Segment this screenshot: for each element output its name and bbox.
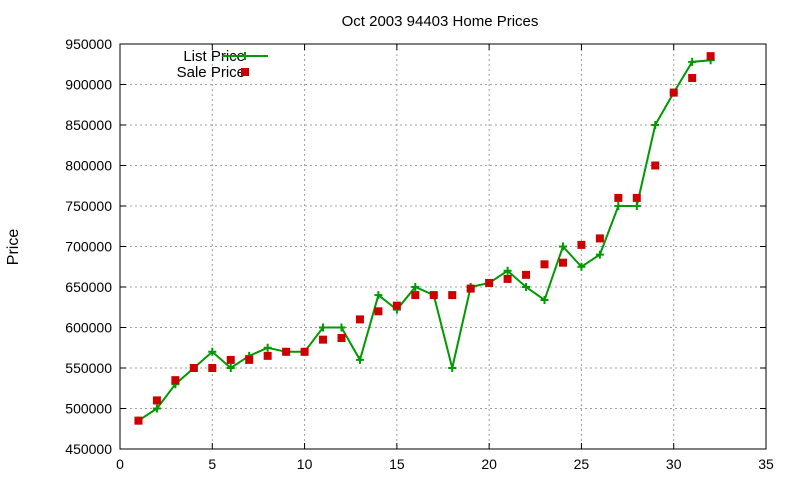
legend-label: Sale Price	[177, 64, 245, 81]
y-tick-label: 700000	[65, 239, 112, 255]
data-point	[595, 250, 604, 259]
data-point	[632, 202, 641, 210]
x-tick-label: 15	[389, 456, 405, 472]
data-point	[577, 240, 586, 249]
x-tick-label: 25	[574, 456, 590, 472]
data-point	[632, 193, 641, 202]
data-point	[374, 307, 383, 316]
data-point	[503, 266, 512, 275]
data-point	[337, 323, 346, 332]
data-point	[152, 396, 161, 405]
data-point	[245, 355, 254, 364]
data-point	[300, 347, 309, 356]
data-point	[429, 291, 438, 300]
data-point	[337, 334, 346, 343]
data-point	[411, 291, 420, 300]
data-point	[466, 284, 475, 293]
data-point	[448, 364, 457, 372]
data-point	[688, 74, 697, 83]
data-point	[485, 278, 494, 287]
series-line	[137, 59, 711, 422]
data-point	[540, 295, 549, 304]
data-point	[208, 347, 217, 356]
y-tick-label: 600000	[65, 320, 112, 336]
data-point	[614, 193, 623, 202]
data-point	[651, 161, 660, 170]
data-point	[134, 416, 143, 425]
data-point	[374, 291, 383, 300]
legend-marker	[241, 68, 249, 76]
y-tick-label: 750000	[65, 198, 112, 214]
data-point	[688, 57, 697, 66]
y-tick-label: 950000	[65, 36, 112, 52]
data-point	[614, 202, 623, 210]
legend-key	[241, 68, 249, 76]
data-point	[595, 234, 604, 243]
y-tick-label: 800000	[65, 158, 112, 174]
x-tick-label: 10	[297, 456, 313, 472]
y-tick-label: 850000	[65, 117, 112, 133]
data-point	[226, 355, 235, 364]
legend-label: List Price	[183, 48, 245, 65]
data-point	[392, 301, 401, 310]
data-point	[355, 355, 364, 364]
series-list-price	[134, 56, 715, 425]
y-tick-label: 900000	[65, 77, 112, 93]
x-tick-label: 20	[481, 456, 497, 472]
x-tick-label: 35	[758, 456, 774, 472]
data-point	[319, 323, 328, 332]
data-point	[152, 404, 161, 413]
data-point	[540, 260, 549, 269]
x-tick-label: 5	[208, 456, 216, 472]
plot-series	[134, 52, 715, 425]
data-point	[669, 88, 678, 97]
axes	[119, 43, 767, 450]
data-point	[189, 364, 198, 372]
y-tick-label: 500000	[65, 401, 112, 417]
data-point	[558, 242, 567, 251]
y-tick-label: 650000	[65, 279, 112, 295]
data-point	[355, 315, 364, 324]
data-point	[263, 351, 272, 360]
legend-marker	[241, 52, 249, 60]
y-tick-label: 450000	[65, 441, 112, 457]
grid-lines	[120, 44, 766, 449]
tick-labels: 0 5 10 15 20 25 30 35 450000 500000 550000 600000 65…	[65, 36, 774, 472]
x-tick-label: 30	[666, 456, 682, 472]
chart-title: Oct 2003 94403 Home Prices	[342, 13, 539, 30]
legend-key	[222, 52, 268, 60]
data-point	[522, 283, 531, 291]
data-point	[319, 335, 328, 344]
data-point	[448, 291, 457, 300]
y-tick-label: 550000	[65, 360, 112, 376]
data-point	[208, 364, 217, 372]
data-point	[651, 121, 660, 129]
series-sale-price	[134, 52, 715, 425]
data-point	[558, 258, 567, 267]
y-axis-label: Price	[5, 229, 22, 266]
data-point	[282, 347, 291, 356]
data-point	[706, 52, 715, 61]
data-point	[226, 364, 235, 372]
data-point	[411, 283, 420, 291]
data-point	[577, 262, 586, 271]
data-point	[263, 343, 272, 352]
data-point	[171, 376, 180, 385]
data-point	[503, 274, 512, 283]
data-point	[522, 270, 531, 279]
x-tick-label: 0	[116, 456, 124, 472]
